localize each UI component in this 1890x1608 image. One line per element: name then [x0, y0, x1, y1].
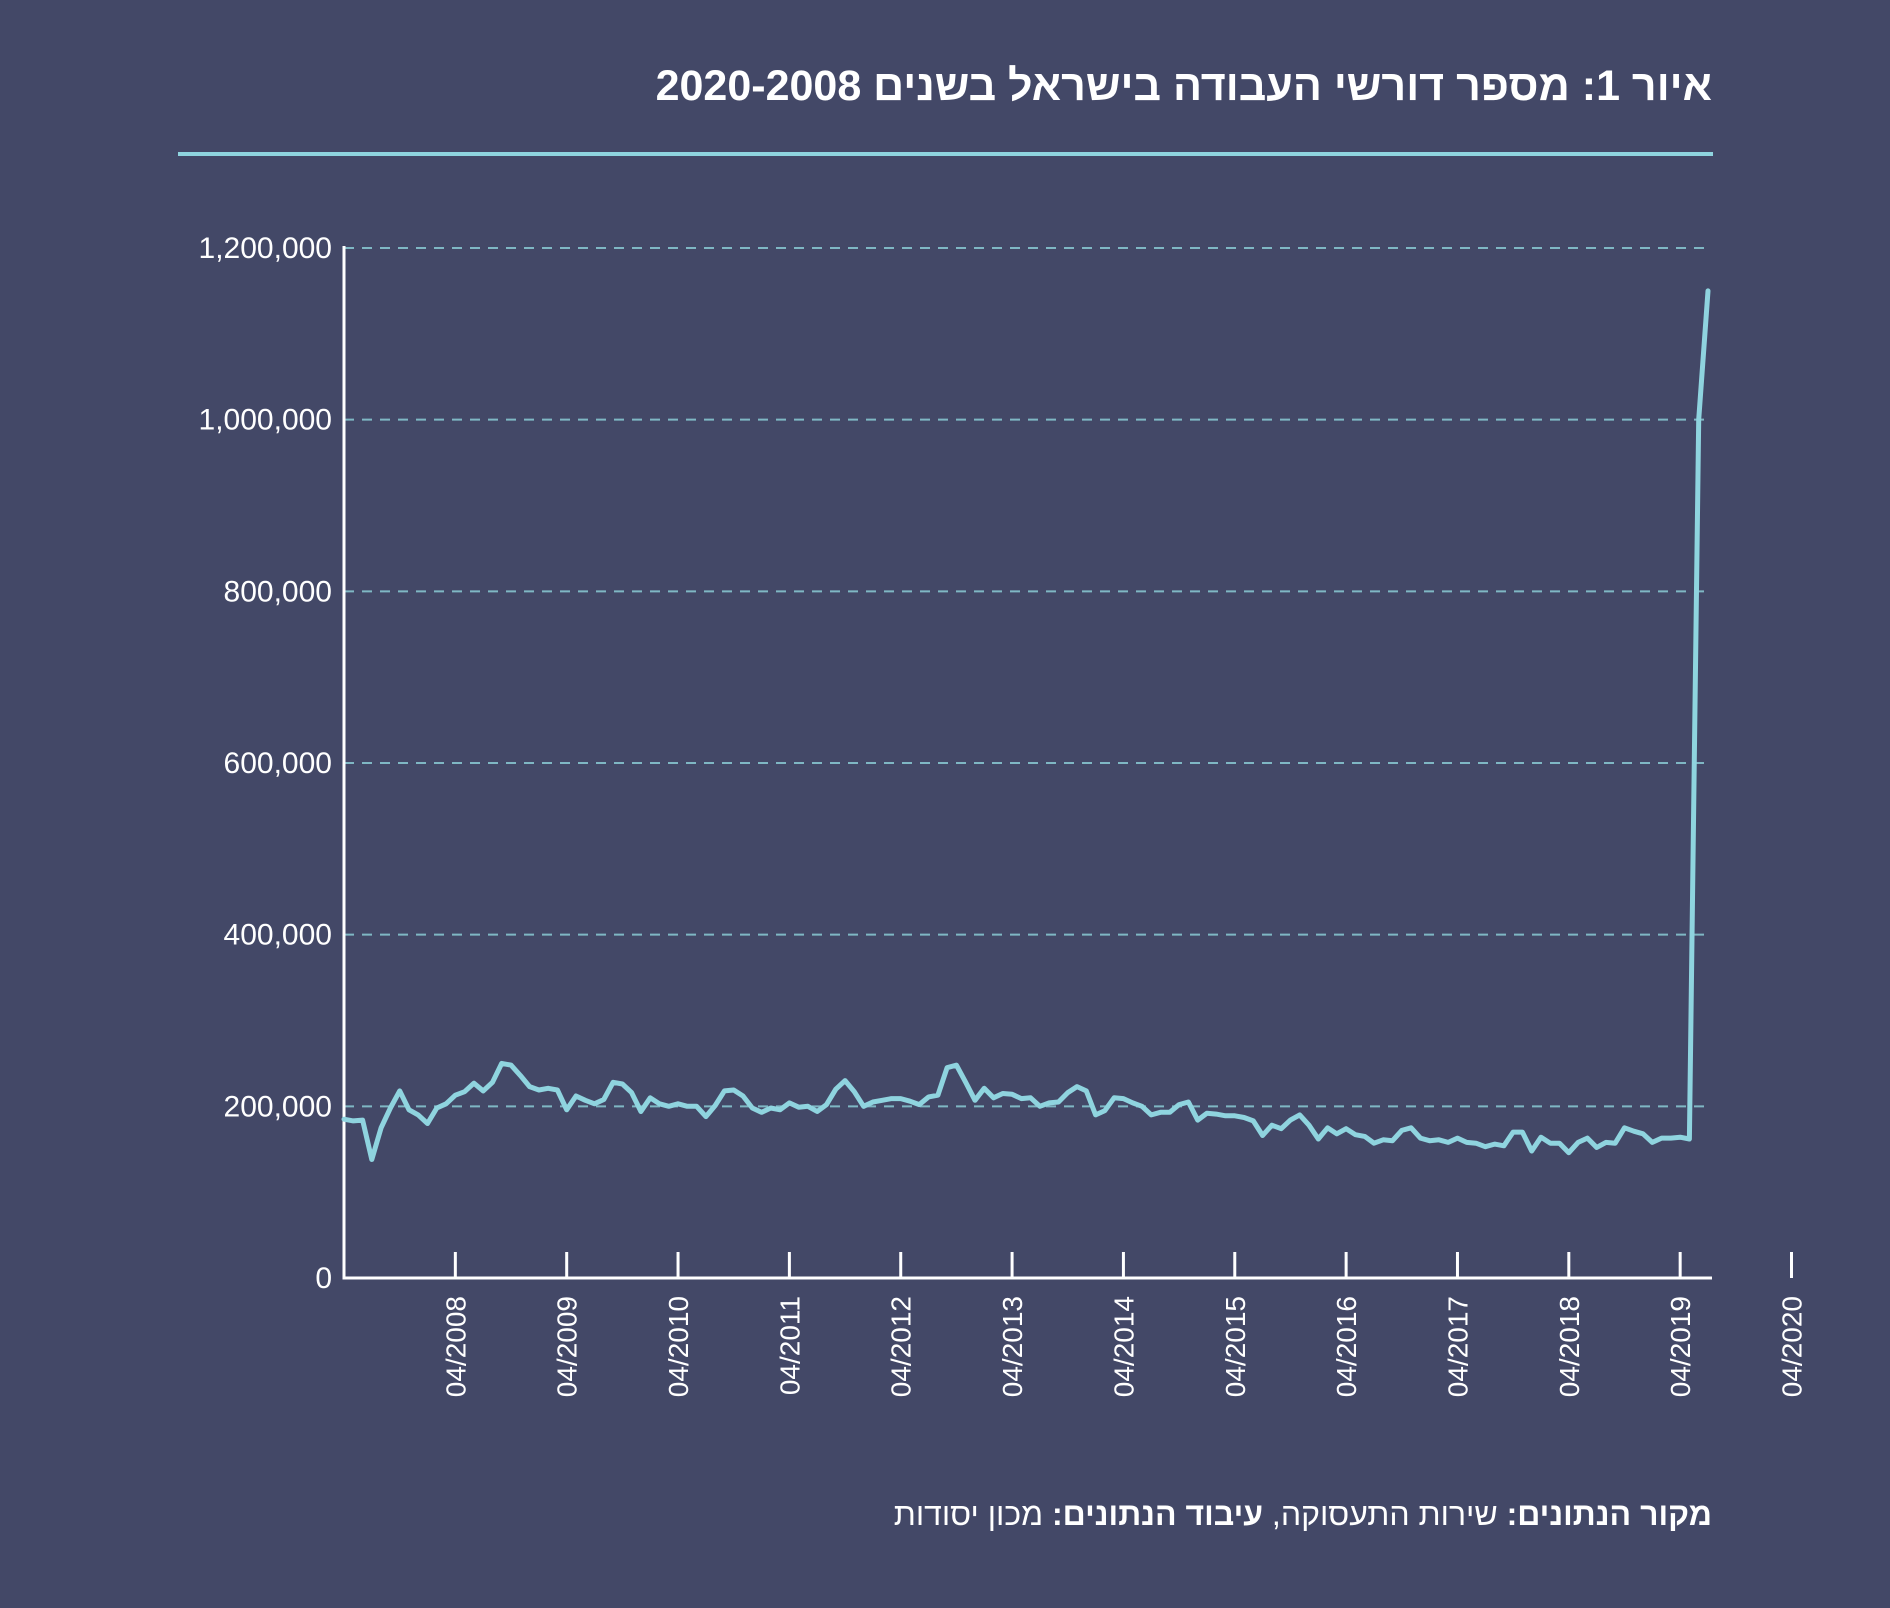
- series-line: [341, 288, 1711, 1162]
- x-tick-label: 04/2017: [1442, 1296, 1473, 1397]
- source-note: מקור הנתונים: שירות התעסוקה, עיבוד הנתונ…: [894, 1496, 1712, 1533]
- x-tick-label: 04/2015: [1220, 1296, 1251, 1397]
- x-tick-label: 04/2013: [997, 1296, 1028, 1397]
- y-tick-label: 800,000: [224, 575, 332, 608]
- x-tick-label: 04/2020: [1777, 1296, 1808, 1397]
- title-divider: [178, 152, 1713, 156]
- x-tick-label: 04/2016: [1331, 1296, 1362, 1397]
- y-tick-label: 0: [315, 1262, 332, 1295]
- line-chart: 0 200,000 400,000 600,000 800,000 1,000,000 1,…: [199, 232, 1808, 1397]
- y-tick-label: 1,200,000: [199, 232, 332, 265]
- y-tick-label: 1,000,000: [199, 404, 332, 437]
- source-label: מקור הנתונים:: [1506, 1496, 1712, 1532]
- x-tick-label: 04/2008: [440, 1296, 471, 1397]
- x-tick-label: 04/2014: [1108, 1296, 1139, 1397]
- chart-title: איור 1: מספר דורשי העבודה בישראל בשנים 2…: [655, 62, 1712, 110]
- x-tick-label: 04/2018: [1554, 1296, 1585, 1397]
- y-tick-label: 400,000: [224, 919, 332, 952]
- y-tick-label: 200,000: [224, 1090, 332, 1123]
- y-axis-ticks: 0 200,000 400,000 600,000 800,000 1,000,000 1,…: [199, 232, 332, 1295]
- x-axis-ticks: 04/2008 04/2009 04/2010 04/2011 04/2012 04/20…: [440, 1252, 1808, 1397]
- x-tick-label: 04/2009: [552, 1296, 583, 1397]
- y-tick-label: 600,000: [224, 747, 332, 780]
- x-tick-label: 04/2012: [886, 1296, 917, 1397]
- gridlines: [344, 247, 1712, 1108]
- processing-label: עיבוד הנתונים:: [1052, 1496, 1264, 1532]
- x-tick-label: 04/2010: [663, 1296, 694, 1397]
- x-tick-label: 04/2011: [774, 1296, 805, 1395]
- x-tick-label: 04/2019: [1665, 1296, 1696, 1397]
- processing-value: מכון יסודות: [893, 1496, 1053, 1532]
- source-value: שירות התעסוקה,: [1263, 1496, 1507, 1532]
